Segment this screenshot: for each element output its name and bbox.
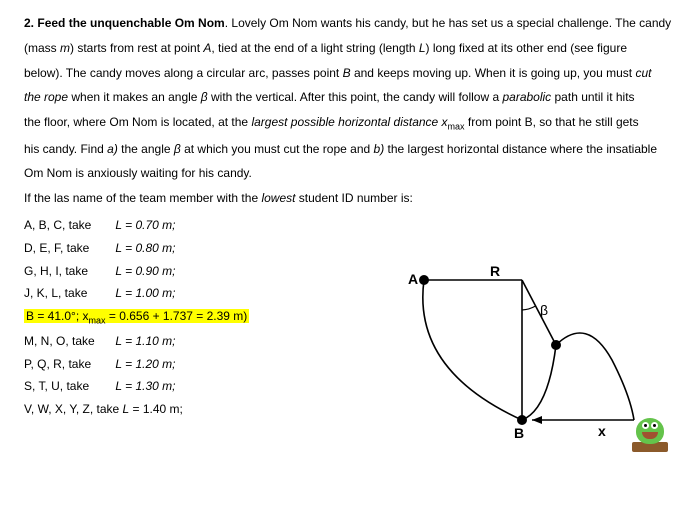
problem-number: 2. [24,16,34,30]
param-value: L = 0.80 m; [115,237,175,260]
omnom-pupil [653,424,656,427]
text-l0: Lovely Om Nom wants his candy, but he ha… [231,16,671,30]
param-value: L = 0.70 m; [115,214,175,237]
param-group: G, H, I, take [24,260,112,283]
arc-parabola [556,333,634,420]
line-rope-cut [522,280,556,345]
param-group: D, E, F, take [24,237,112,260]
word-rope: the rope [24,90,68,104]
param-row: A, B, C, take L = 0.70 m; [24,214,676,237]
sub-max: max [448,122,465,132]
param-value: L = 1.30 m; [115,375,175,398]
figure: A R β B x [372,260,672,470]
problem-line-2: below). The candy moves along a circular… [24,62,676,85]
pt-B: B [343,66,351,80]
word-parabolic: parabolic [502,90,551,104]
problem-line-1: (mass m) starts from rest at point A, ti… [24,37,676,60]
param-value: L = 1.00 m; [115,282,175,305]
problem-line-5: his candy. Find a) the angle β at which … [24,138,676,161]
part-a: a) [107,142,118,156]
param-group: S, T, U, take [24,375,112,398]
arc-beta [522,306,536,310]
pt-A: A [203,41,211,55]
var-L: L [419,41,426,55]
var-m: m [60,41,70,55]
omnom-body [636,418,664,444]
problem-page: 2. Feed the unquenchable Om Nom. Lovely … [0,0,700,433]
figure-svg: A R β B x [372,260,672,470]
word-largest: largest possible horizontal distance x [251,115,447,129]
dot-B [517,415,527,425]
problem-line-4: the floor, where Om Nom is located, at t… [24,111,676,135]
label-A: A [408,271,418,287]
param-group: J, K, L, take [24,282,112,305]
arc-swing [423,280,556,420]
param-group: A, B, C, take [24,214,112,237]
param-value: L = 1.10 m; [115,330,175,353]
problem-title: Feed the unquenchable Om Nom [37,16,224,30]
highlight-answer: B = 41.0°; xmax = 0.656 + 1.737 = 2.39 m… [24,309,249,323]
problem-line-7: If the las name of the team member with … [24,187,676,210]
param-group: V, W, X, Y, Z, take L = 1.40 m; [24,402,183,416]
label-B: B [514,425,524,441]
dot-A [419,275,429,285]
part-b: b) [374,142,385,156]
dot-cut [551,340,561,350]
word-cut: cut [635,66,651,80]
text-l4b: from point B, so that he still gets [465,115,639,129]
problem-line-3: the rope when it makes an angle β with t… [24,86,676,109]
label-x: x [598,423,606,439]
arrow-x [532,416,542,424]
omnom-pupil [644,424,647,427]
param-value: L = 0.90 m; [115,260,175,283]
var-beta2: β [174,142,181,156]
var-beta: β [201,90,208,104]
param-row: D, E, F, take L = 0.80 m; [24,237,676,260]
problem-line-6: Om Nom is anxiously waiting for his cand… [24,162,676,185]
problem-title-line: 2. Feed the unquenchable Om Nom. Lovely … [24,12,676,35]
label-beta: β [540,302,548,318]
param-group: P, Q, R, take [24,353,112,376]
omnom-character [630,412,670,452]
param-group: M, N, O, take [24,330,112,353]
param-value: L = 1.20 m; [115,353,175,376]
word-lowest: lowest [261,191,295,205]
label-R: R [490,263,500,279]
